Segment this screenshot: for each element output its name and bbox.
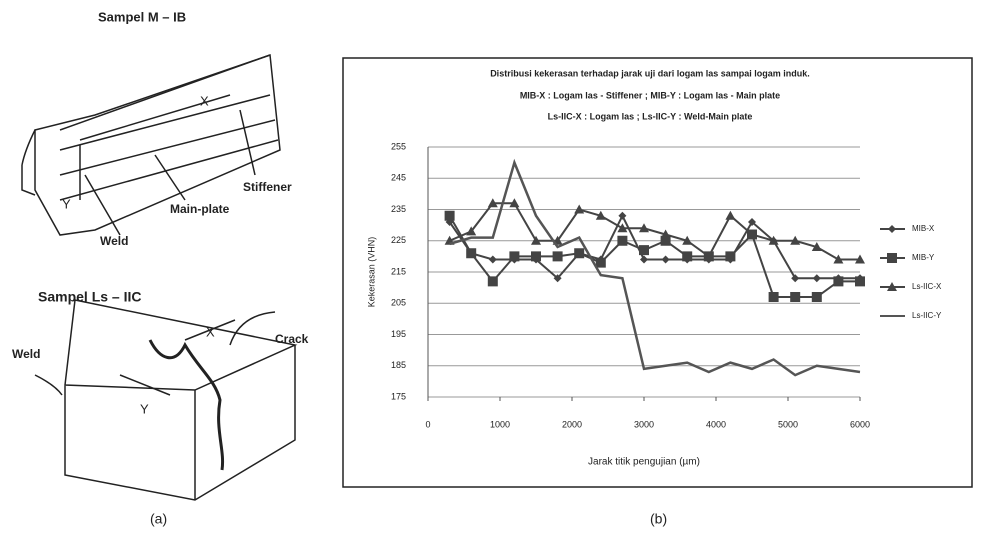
- marker: [791, 274, 799, 282]
- marker: [662, 256, 670, 264]
- sample1-title: Sampel M – IB: [98, 9, 186, 24]
- marker: [682, 251, 692, 261]
- y-tick-label: 215: [391, 266, 406, 276]
- chart-subtitle: Ls-IIC-X : Logam las ; Ls-IIC-Y : Weld-M…: [548, 111, 753, 121]
- y-tick-label: 205: [391, 298, 406, 308]
- x-tick-label: 2000: [562, 419, 582, 429]
- block-arrows: [35, 312, 275, 395]
- marker: [855, 276, 865, 286]
- marker: [596, 258, 606, 268]
- marker: [639, 245, 649, 255]
- marker: [833, 276, 843, 286]
- marker: [812, 292, 822, 302]
- legend-marker: [887, 253, 897, 263]
- axis-x: X: [200, 93, 209, 108]
- y-tick-label: 255: [391, 141, 406, 151]
- marker: [445, 211, 455, 221]
- marker: [618, 212, 626, 220]
- crack-label: Crack: [275, 332, 309, 346]
- sample2-title: Sampel Ls – IIC: [38, 289, 141, 305]
- chart-title: Distribusi kekerasan terhadap jarak uji …: [490, 68, 810, 78]
- marker: [466, 248, 476, 258]
- marker: [488, 276, 498, 286]
- marker: [640, 256, 648, 264]
- beam-end: [22, 130, 35, 195]
- weld-label: Weld: [100, 234, 128, 248]
- x-tick-label: 6000: [850, 419, 870, 429]
- marker: [725, 211, 735, 220]
- beam-lines: [60, 55, 278, 200]
- stiffener-label: Stiffener: [243, 180, 292, 194]
- y-axis-label: Kekerasan (VHN): [366, 237, 376, 308]
- series-line: [450, 203, 860, 259]
- y-tick-label: 175: [391, 391, 406, 401]
- marker: [725, 251, 735, 261]
- crack-line: [150, 340, 223, 470]
- legend-label: Ls-IIC-X: [912, 282, 942, 291]
- figure: Sampel M – IB X Y Weld Main-plate Stiffe…: [0, 0, 989, 531]
- marker: [769, 292, 779, 302]
- y-tick-label: 195: [391, 329, 406, 339]
- legend-label: MIB-X: [912, 224, 935, 233]
- block-outline: [65, 300, 295, 500]
- x-tick-label: 1000: [490, 419, 510, 429]
- x-tick-label: 3000: [634, 419, 654, 429]
- main-plate-label: Main-plate: [170, 202, 230, 216]
- legend-marker: [888, 225, 896, 233]
- y-tick-label: 235: [391, 204, 406, 214]
- series-line: [450, 163, 860, 376]
- marker: [531, 251, 541, 261]
- panel-label: (b): [650, 511, 667, 527]
- series-line: [450, 216, 860, 279]
- marker: [813, 274, 821, 282]
- panel-label: (a): [150, 511, 167, 527]
- marker: [553, 251, 563, 261]
- legend-label: Ls-IIC-Y: [912, 311, 942, 320]
- weld-label: Weld: [12, 347, 40, 361]
- axis-y: Y: [62, 196, 71, 211]
- marker: [574, 248, 584, 258]
- marker: [489, 256, 497, 264]
- marker: [617, 236, 627, 246]
- x-tick-label: 0: [425, 419, 430, 429]
- y-tick-label: 185: [391, 360, 406, 370]
- legend-label: MIB-Y: [912, 253, 935, 262]
- axis-x: X: [206, 324, 215, 339]
- y-tick-label: 225: [391, 235, 406, 245]
- chart-subtitle: MIB-X : Logam las - Stiffener ; MIB-Y : …: [520, 90, 780, 100]
- marker: [790, 292, 800, 302]
- marker: [509, 251, 519, 261]
- x-tick-label: 5000: [778, 419, 798, 429]
- x-axis-label: Jarak titik pengujian (µm): [588, 457, 700, 468]
- axis-y: Y: [140, 401, 149, 416]
- x-tick-label: 4000: [706, 419, 726, 429]
- beam-outline: [35, 55, 280, 235]
- diagram-a: [22, 55, 295, 500]
- y-tick-label: 245: [391, 173, 406, 183]
